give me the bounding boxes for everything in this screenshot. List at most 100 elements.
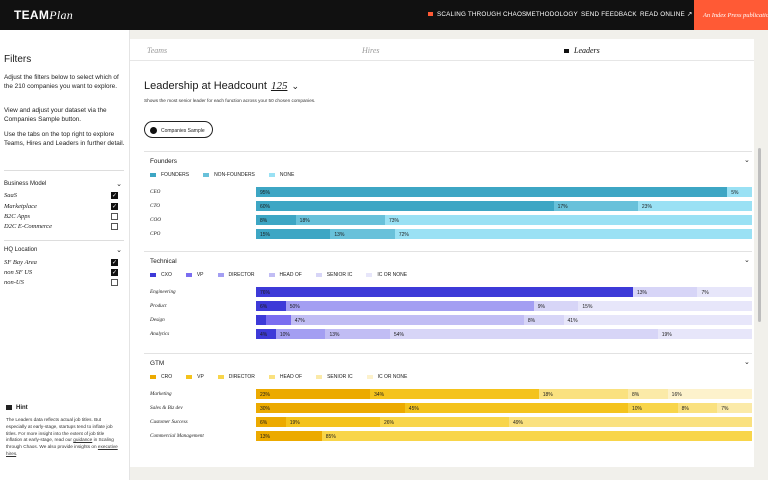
stacked-bar[interactable]: 60% 17% 23% bbox=[256, 201, 752, 211]
stacked-bar[interactable]: 30% 45% 10% 8% 7% bbox=[256, 403, 752, 413]
bar-segment[interactable]: 7% bbox=[717, 403, 752, 413]
stacked-bar[interactable]: 6% 19% 26% 49% bbox=[256, 417, 752, 427]
stacked-bar[interactable]: 6% 50% 9% 15% bbox=[256, 301, 752, 311]
business-model-header[interactable]: Business Model ⌄ bbox=[4, 181, 122, 188]
stacked-bar[interactable]: 8% 18% 73% bbox=[256, 215, 752, 225]
bar-segment[interactable]: 95% bbox=[256, 187, 728, 197]
bar-segment[interactable]: 13% bbox=[256, 431, 322, 441]
filter-non-sf-us[interactable]: non SF US ✓ bbox=[4, 269, 118, 276]
bar-segment[interactable]: 76% bbox=[256, 287, 633, 297]
bar-segment[interactable]: 18% bbox=[538, 389, 628, 399]
tab-hires[interactable]: Hires bbox=[362, 46, 380, 55]
filter-marketplace[interactable]: Marketplace ✓ bbox=[4, 203, 118, 210]
companies-sample-button[interactable]: Companies Sample bbox=[144, 121, 213, 138]
bar-segment[interactable]: 60% bbox=[256, 201, 554, 211]
bar-segment[interactable]: 23% bbox=[256, 389, 371, 399]
stacked-bar[interactable]: 23% 34% 18% 8% 16% bbox=[256, 389, 752, 399]
bar-segment[interactable]: 10% bbox=[275, 329, 326, 339]
chevron-down-icon[interactable]: ⌄ bbox=[744, 359, 750, 366]
bar-segment[interactable]: 19% bbox=[657, 329, 752, 339]
gtm-section-title: GTM bbox=[150, 360, 165, 367]
chevron-down-icon[interactable]: ⌄ bbox=[744, 257, 750, 264]
guidance-link[interactable]: guidance bbox=[73, 437, 93, 443]
nav-link-methodology[interactable]: METHODOLOGY bbox=[526, 11, 578, 18]
bar-segment[interactable]: 6% bbox=[256, 301, 286, 311]
headcount-select[interactable]: 125 bbox=[270, 80, 288, 92]
promo-banner[interactable]: An Index Press publication bbox=[694, 0, 768, 30]
nav-link-feedback[interactable]: SEND FEEDBACK bbox=[581, 11, 637, 18]
bar-segment[interactable]: 34% bbox=[370, 389, 539, 399]
stacked-bar[interactable]: 47% 8% 41% bbox=[256, 315, 752, 325]
nav-link-read-online[interactable]: READ ONLINE ↗ bbox=[640, 11, 693, 18]
checkbox[interactable] bbox=[111, 279, 118, 286]
row-label: Product bbox=[150, 303, 167, 309]
bar-segment[interactable]: 54% bbox=[389, 329, 658, 339]
legend-item: DIRECTOR bbox=[217, 272, 255, 278]
bar-segment[interactable]: 13% bbox=[632, 287, 698, 297]
bar-segment[interactable]: 26% bbox=[380, 417, 509, 427]
chevron-down-icon[interactable]: ⌄ bbox=[291, 81, 299, 91]
tab-teams[interactable]: Teams bbox=[147, 46, 168, 55]
checkbox[interactable] bbox=[111, 213, 118, 220]
checkbox[interactable] bbox=[111, 223, 118, 230]
brand-logo[interactable]: TEAMPlan bbox=[14, 8, 74, 22]
scrollbar[interactable] bbox=[758, 148, 761, 322]
nav-link-scaling[interactable]: SCALING THROUGH CHAOS bbox=[428, 11, 526, 18]
bar-segment[interactable]: 8% bbox=[256, 215, 296, 225]
checkbox[interactable]: ✓ bbox=[111, 259, 118, 266]
bar-segment[interactable]: 10% bbox=[628, 403, 678, 413]
stacked-bar[interactable]: 76% 13% 7% bbox=[256, 287, 752, 297]
bar-segment[interactable]: 85% bbox=[321, 431, 752, 441]
bar-segment[interactable]: 7% bbox=[697, 287, 752, 297]
bar-segment[interactable]: 18% bbox=[295, 215, 385, 225]
tab-leaders[interactable]: Leaders bbox=[564, 39, 600, 61]
checkbox[interactable]: ✓ bbox=[111, 192, 118, 199]
bar-segment[interactable]: 4% bbox=[256, 329, 276, 339]
row-label: Sales & Biz dev bbox=[150, 405, 183, 411]
main-panel: Teams Hires Leaders Leadership at Headco… bbox=[130, 39, 754, 467]
chevron-down-icon[interactable]: ⌄ bbox=[744, 157, 750, 164]
bar-segment[interactable]: 9% bbox=[533, 301, 579, 311]
bar-segment[interactable]: 30% bbox=[256, 403, 405, 413]
filter-non-us[interactable]: non-US bbox=[4, 279, 124, 286]
legend-swatch bbox=[268, 172, 275, 177]
hint-title: Hint bbox=[6, 405, 28, 411]
legend-label: SENIOR IC bbox=[327, 374, 353, 380]
bar-segment[interactable] bbox=[256, 315, 266, 325]
checkbox[interactable]: ✓ bbox=[111, 203, 118, 210]
bar-segment[interactable]: 47% bbox=[290, 315, 524, 325]
bar-segment[interactable]: 23% bbox=[637, 201, 752, 211]
bar-segment[interactable]: 72% bbox=[394, 229, 752, 239]
bar-segment[interactable]: 73% bbox=[384, 215, 752, 225]
bar-segment[interactable]: 49% bbox=[508, 417, 752, 427]
bar-segment[interactable]: 8% bbox=[677, 403, 718, 413]
filter-b2c-apps[interactable]: B2C Apps bbox=[4, 213, 124, 220]
bar-segment[interactable]: 19% bbox=[285, 417, 380, 427]
bar-segment[interactable]: 13% bbox=[330, 229, 395, 239]
filter-sf-bay-area[interactable]: SF Bay Area ✓ bbox=[4, 259, 118, 266]
bar-segment[interactable]: 5% bbox=[727, 187, 752, 197]
bar-segment[interactable]: 15% bbox=[578, 301, 752, 311]
checkbox[interactable]: ✓ bbox=[111, 269, 118, 276]
stacked-bar[interactable]: 95% 5% bbox=[256, 187, 752, 197]
stacked-bar[interactable]: 4% 10% 13% 54% 19% bbox=[256, 329, 752, 339]
bar-segment[interactable]: 13% bbox=[325, 329, 390, 339]
bar-segment[interactable]: 17% bbox=[553, 201, 638, 211]
bar-segment[interactable]: 41% bbox=[563, 315, 752, 325]
legend-label: CRO bbox=[161, 374, 173, 380]
bar-segment[interactable]: 45% bbox=[404, 403, 628, 413]
executive-hires-link[interactable]: executive hires bbox=[6, 444, 118, 457]
hq-location-header[interactable]: HQ Location ⌄ bbox=[4, 247, 122, 254]
filter-saas[interactable]: SaaS ✓ bbox=[4, 192, 118, 199]
bar-segment[interactable] bbox=[265, 315, 291, 325]
bar-segment[interactable]: 6% bbox=[256, 417, 286, 427]
bar-segment[interactable]: 8% bbox=[523, 315, 564, 325]
legend-item: NON-FOUNDERS bbox=[203, 172, 255, 178]
bar-segment[interactable]: 16% bbox=[667, 389, 752, 399]
bar-segment[interactable]: 50% bbox=[285, 301, 534, 311]
filter-d2c-ecommerce[interactable]: D2C E-Commerce bbox=[4, 223, 124, 230]
stacked-bar[interactable]: 13% 85% bbox=[256, 431, 752, 441]
bar-segment[interactable]: 15% bbox=[256, 229, 331, 239]
bar-segment[interactable]: 8% bbox=[628, 389, 668, 399]
stacked-bar[interactable]: 15% 13% 72% bbox=[256, 229, 752, 239]
